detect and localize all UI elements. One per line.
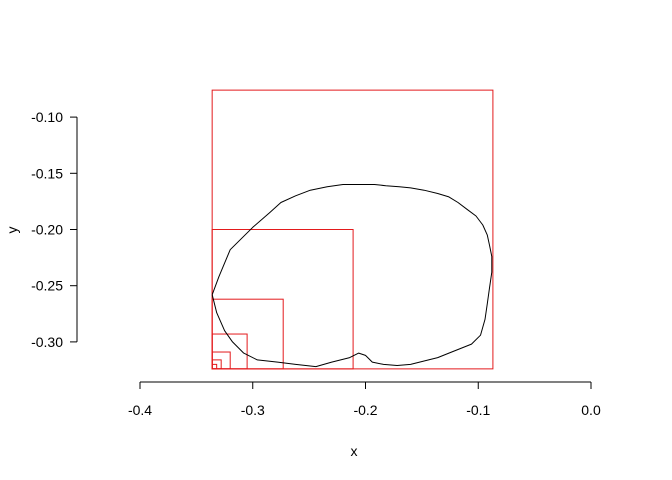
y-tick-label: -0.25: [31, 278, 63, 294]
x-axis-label: x: [351, 443, 358, 459]
x-axis: -0.4 -0.3 -0.2 -0.1 0.0: [128, 381, 601, 418]
x-tick-label: -0.1: [466, 402, 490, 418]
y-tick-label: -0.15: [31, 165, 63, 181]
x-tick-label: -0.2: [353, 402, 377, 418]
y-tick-label: -0.10: [31, 109, 63, 125]
x-tick-label: -0.4: [128, 402, 152, 418]
y-tick-label: -0.30: [31, 334, 63, 350]
outline-curve: [211, 184, 493, 368]
x-tick-label: 0.0: [581, 402, 601, 418]
box-series: [211, 89, 494, 370]
x-tick-label: -0.3: [241, 402, 265, 418]
y-axis-label: y: [4, 227, 20, 234]
y-axis: -0.10 -0.15 -0.20 -0.25 -0.30: [31, 109, 78, 350]
box: [211, 363, 218, 370]
outline-series: [211, 184, 493, 368]
y-tick-label: -0.20: [31, 222, 63, 238]
